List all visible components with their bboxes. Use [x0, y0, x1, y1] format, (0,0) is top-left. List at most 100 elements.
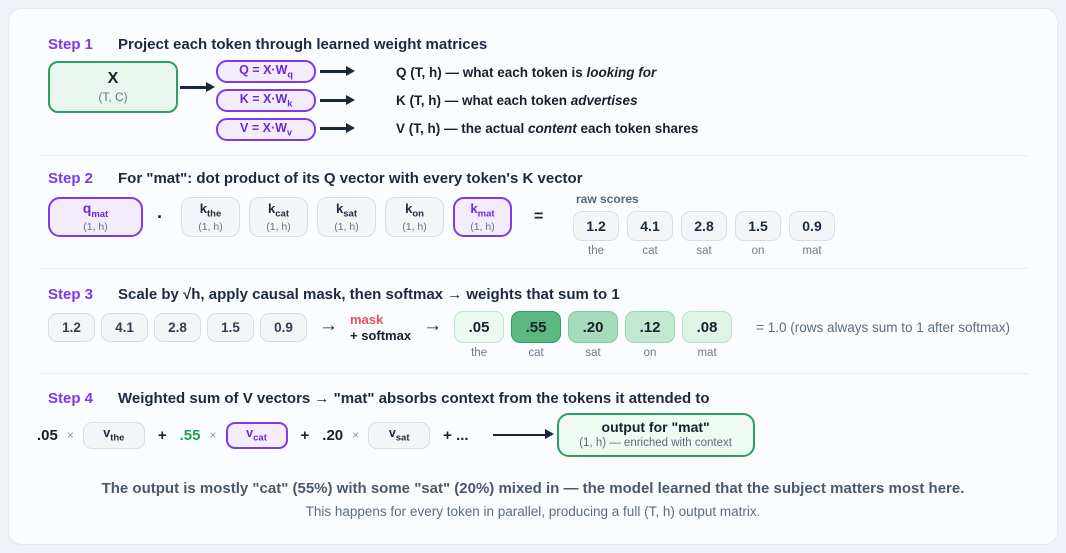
x-box-name: X: [107, 70, 119, 87]
arrow-right-icon: [320, 95, 355, 104]
mask-softmax-label: mask + softmax: [350, 312, 411, 343]
output-mat-box: output for "mat" (1, h) — enriched with …: [556, 413, 755, 457]
score-cat: 4.1 cat: [627, 211, 673, 257]
ellipsis-terms: + ...: [443, 426, 469, 444]
step4-title: Weighted sum of V vectors → "mat" absorb…: [118, 390, 710, 407]
q-desc-text: Q (T, h) — what each token is: [396, 65, 587, 80]
step1-header: Step 1 Project each token through learne…: [48, 36, 487, 53]
weight-token: sat: [585, 347, 601, 359]
weighted-sum-row: .05 × vthe + .55 × vcat + .20 × vsat + .…: [37, 413, 755, 457]
weight-token: cat: [528, 347, 544, 359]
v-formula-sub: v: [286, 127, 292, 138]
step2-label: Step 2: [48, 170, 94, 187]
step4-label: Step 4: [48, 390, 94, 407]
dot-operator: ·: [157, 206, 163, 227]
step3-title: Scale by √h, apply causal mask, then sof…: [118, 286, 620, 303]
q-output-description: Q (T, h) — what each token is looking fo…: [396, 65, 656, 80]
score-token: on: [751, 245, 765, 257]
weight-value: .05: [454, 311, 505, 343]
weight-mat: .08 mat: [682, 311, 733, 359]
score-value: 1.5: [735, 211, 781, 241]
v-formula: V = X·W: [240, 121, 287, 136]
score-sat: 2.8 sat: [681, 211, 727, 257]
score-value: 2.8: [681, 211, 727, 241]
input-score: 1.2: [48, 313, 95, 342]
coef-sat: .20: [322, 426, 344, 444]
weight-sat: .20 sat: [568, 311, 619, 359]
k-formula-sub: k: [287, 98, 293, 109]
plus-operator: +: [300, 426, 310, 444]
step1-title: Project each token through learned weigh…: [118, 36, 488, 53]
footer-summary: The output is mostly "cat" (55%) with so…: [101, 480, 965, 497]
separator: [40, 373, 1028, 374]
score-token: cat: [642, 245, 658, 257]
q-mat-symbol: q: [82, 200, 92, 217]
weight-the: .05 the: [454, 311, 505, 359]
softmax-row: 1.2 4.1 2.8 1.5 0.9 → mask + softmax → .…: [48, 311, 1010, 359]
k-desc-text: K (T, h) — what each token: [396, 93, 571, 108]
separator: [40, 268, 1028, 269]
weight-cat: .55 cat: [511, 311, 562, 359]
k-the-vector-box: kthe (1, h): [181, 197, 240, 237]
equals-sign: =: [534, 208, 544, 225]
score-token: sat: [696, 245, 712, 257]
v-sat-vector-box: vsat: [368, 421, 431, 449]
q-mat-vector-box: qmat (1, h): [48, 197, 143, 237]
arrow-right-icon: [492, 430, 554, 439]
q-mat-shape: (1, h): [83, 221, 108, 234]
arrow-right-icon: →: [423, 315, 443, 336]
raw-scores-row: 1.2 the 4.1 cat 2.8 sat 1.5 on 0.9 mat: [573, 211, 835, 257]
k-on-vector-box: kon (1, h): [385, 197, 444, 237]
score-token: the: [588, 245, 604, 257]
arrow-right-icon: →: [319, 315, 338, 336]
k-sat-vector-box: ksat (1, h): [317, 197, 376, 237]
k-output-description: K (T, h) — what each token advertises: [396, 93, 638, 108]
score-the: 1.2 the: [573, 211, 619, 257]
score-token: mat: [802, 245, 822, 257]
input-matrix-x-box: X (T, C): [48, 61, 178, 113]
weight-value: .55: [511, 311, 562, 343]
sum-note: = 1.0 (rows always sum to 1 after softma…: [756, 320, 1011, 335]
weight-token: mat: [697, 347, 717, 359]
input-score: 2.8: [154, 313, 201, 342]
weight-value: .20: [568, 311, 619, 343]
arrow-right-icon: [180, 82, 215, 91]
weight-token: the: [471, 347, 488, 359]
times-operator: ×: [66, 428, 74, 442]
v-output-description: V (T, h) — the actual content each token…: [396, 121, 699, 136]
v-the-vector-box: vthe: [82, 421, 145, 449]
q-desc-italic: looking for: [586, 65, 657, 80]
coef-cat: .55: [179, 426, 201, 444]
raw-score-inputs: 1.2 4.1 2.8 1.5 0.9: [48, 313, 307, 342]
mask-label: mask: [350, 312, 384, 327]
plus-operator: +: [157, 426, 167, 444]
step2-header: Step 2 For "mat": dot product of its Q v…: [48, 170, 583, 187]
step4-header: Step 4 Weighted sum of V vectors → "mat"…: [48, 390, 710, 407]
arrow-right-icon: [320, 66, 355, 75]
output-subtitle: (1, h) — enriched with context: [579, 437, 732, 450]
output-title: output for "mat": [601, 419, 710, 436]
v-desc-text: V (T, h) — the actual: [396, 121, 529, 136]
k-desc-italic: advertises: [570, 93, 638, 108]
separator: [40, 155, 1028, 156]
score-value: 4.1: [627, 211, 673, 241]
dot-product-row: qmat (1, h) · kthe (1, h) kcat (1, h) ks…: [48, 197, 543, 237]
diagram-card: [8, 8, 1058, 545]
score-on: 1.5 on: [735, 211, 781, 257]
v-cat-vector-box: vcat: [225, 421, 288, 449]
projection-boxes: Q = X·Wq K = X·Wk V = X·Wv: [216, 60, 316, 141]
v-desc-italic: content: [528, 121, 577, 136]
k-mat-vector-box: kmat (1, h): [453, 197, 512, 237]
k-cat-vector-box: kcat (1, h): [249, 197, 308, 237]
k-vector-row: kthe (1, h) kcat (1, h) ksat (1, h) kon …: [181, 197, 512, 237]
q-projection-box: Q = X·Wq: [216, 60, 316, 83]
weight-on: .12 on: [625, 311, 676, 359]
step3-label: Step 3: [48, 286, 94, 303]
weight-value: .08: [682, 311, 733, 343]
q-formula-sub: q: [287, 69, 293, 80]
input-score: 4.1: [101, 313, 148, 342]
raw-scores-group: raw scores 1.2 the 4.1 cat 2.8 sat 1.5 o…: [573, 192, 835, 257]
times-operator: ×: [352, 428, 360, 442]
k-formula: K = X·W: [239, 92, 288, 107]
input-score: 0.9: [260, 313, 307, 342]
